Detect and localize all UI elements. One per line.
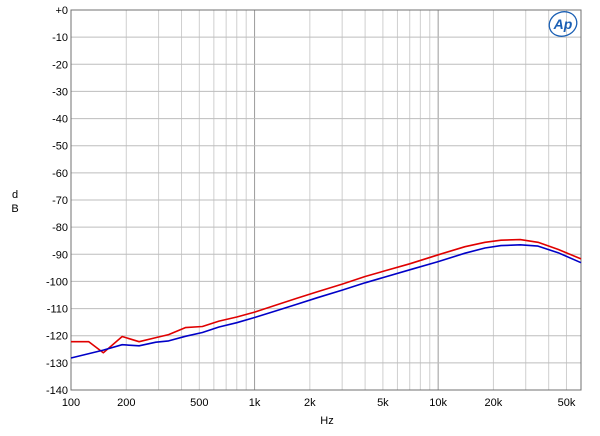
y-tick-label: -50 xyxy=(52,141,68,153)
y-tick-label: -80 xyxy=(52,222,68,234)
x-tick-label: 500 xyxy=(190,397,208,409)
x-tick-label: 20k xyxy=(485,397,503,409)
series-line-blue xyxy=(70,244,582,359)
y-tick-label: -110 xyxy=(47,304,68,316)
x-tick-label: 1k xyxy=(249,397,261,409)
y-tick-label: -120 xyxy=(46,331,68,343)
y-tick-label: +0 xyxy=(55,5,68,17)
y-tick-label: -30 xyxy=(52,86,68,98)
x-tick-label: 2k xyxy=(304,397,316,409)
y-tick-label: -60 xyxy=(52,168,68,180)
x-tick-labels: 100 200 500 1k 2k 5k 10k 20k 50k xyxy=(62,397,576,409)
y-tick-label: -10 xyxy=(52,32,68,44)
y-tick-label: -40 xyxy=(52,114,68,126)
plot-frame xyxy=(70,9,582,391)
x-tick-label: 50k xyxy=(558,397,576,409)
y-tick-label: -130 xyxy=(46,358,68,370)
y-tick-label: -140 xyxy=(46,385,68,397)
y-tick-label: -100 xyxy=(46,276,68,288)
ap-logo: Ap xyxy=(548,11,578,37)
y-axis-label-b: B xyxy=(11,203,18,215)
y-tick-label: -70 xyxy=(52,195,68,207)
y-tick-label: -90 xyxy=(52,249,68,261)
y-tick-labels: +0 -10 -20 -30 -40 -50 -60 -70 -80 -90 -100 -110 -12… xyxy=(46,5,68,397)
ap-logo-text: Ap xyxy=(553,16,573,32)
y-axis-label-d: d xyxy=(12,189,18,201)
x-tick-label: 10k xyxy=(429,397,447,409)
ap-logo-ring xyxy=(548,11,578,37)
major-grid xyxy=(70,9,581,391)
x-tick-label: 5k xyxy=(377,397,389,409)
series-line-red xyxy=(71,238,582,354)
series-layer xyxy=(70,238,582,359)
x-tick-label: 100 xyxy=(62,397,80,409)
x-tick-label: 200 xyxy=(117,397,135,409)
x-axis-label: Hz xyxy=(320,415,333,427)
y-tick-label: -20 xyxy=(52,59,68,71)
